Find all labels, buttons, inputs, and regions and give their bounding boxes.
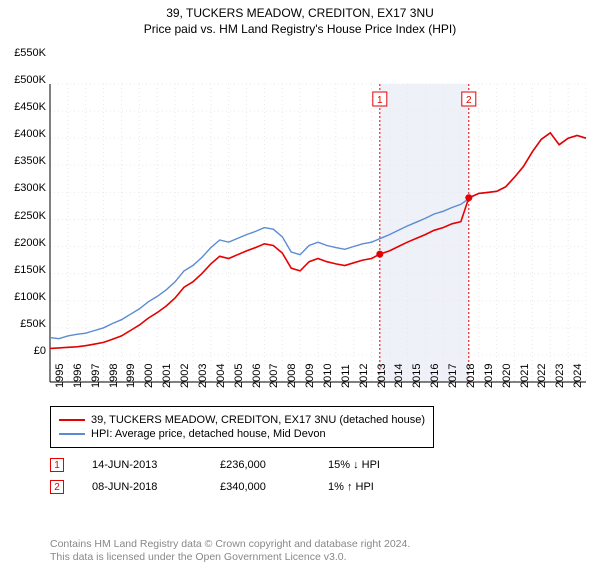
footer-line-2: This data is licensed under the Open Gov… [50,551,347,563]
x-tick-label: 1996 [72,364,84,388]
x-tick-label: 2012 [358,364,370,388]
x-tick-label: 2011 [340,364,352,388]
y-tick-label: £250K [4,210,46,222]
sale-price: £340,000 [220,481,310,493]
y-tick-label: £550K [4,47,46,59]
x-tick-label: 2017 [447,364,459,388]
x-tick-label: 2018 [465,364,477,388]
x-tick-label: 2010 [322,364,334,388]
x-tick-label: 2022 [536,364,548,388]
legend-item: HPI: Average price, detached house, Mid … [59,428,425,440]
footer-line-1: Contains HM Land Registry data © Crown c… [50,538,410,550]
sale-marker-box: 2 [50,480,64,494]
sale-date: 08-JUN-2018 [92,481,202,493]
x-tick-label: 2014 [393,364,405,388]
sale-price: £236,000 [220,459,310,471]
y-tick-label: £500K [4,74,46,86]
sale-delta: 1% ↑ HPI [328,481,374,493]
chart-subtitle: Price paid vs. HM Land Registry's House … [0,22,600,36]
x-tick-label: 2009 [304,364,316,388]
x-tick-label: 2024 [572,364,584,388]
x-tick-label: 2008 [286,364,298,388]
svg-text:2: 2 [466,95,472,106]
x-tick-label: 2005 [233,364,245,388]
x-tick-label: 2003 [197,364,209,388]
sale-delta: 15% ↓ HPI [328,459,380,471]
x-tick-label: 1998 [108,364,120,388]
x-tick-label: 2002 [179,364,191,388]
chart-title: 39, TUCKERS MEADOW, CREDITON, EX17 3NU [0,6,600,20]
sale-row: 1 14-JUN-2013 £236,000 15% ↓ HPI [50,458,380,472]
y-tick-label: £350K [4,155,46,167]
x-tick-label: 2001 [161,364,173,388]
y-tick-label: £200K [4,237,46,249]
y-tick-label: £150K [4,264,46,276]
x-tick-label: 2007 [268,364,280,388]
legend-label: HPI: Average price, detached house, Mid … [91,428,326,440]
sale-row: 2 08-JUN-2018 £340,000 1% ↑ HPI [50,480,374,494]
legend: 39, TUCKERS MEADOW, CREDITON, EX17 3NU (… [50,406,434,448]
x-tick-label: 2020 [501,364,513,388]
x-tick-label: 2006 [251,364,263,388]
legend-swatch [59,419,85,421]
y-tick-label: £450K [4,101,46,113]
y-tick-label: £0 [4,345,46,357]
y-tick-label: £50K [4,318,46,330]
legend-item: 39, TUCKERS MEADOW, CREDITON, EX17 3NU (… [59,414,425,426]
x-tick-label: 1999 [125,364,137,388]
legend-swatch [59,433,85,435]
y-tick-label: £300K [4,182,46,194]
x-tick-label: 2016 [429,364,441,388]
y-tick-label: £100K [4,291,46,303]
x-tick-label: 1997 [90,364,102,388]
x-tick-label: 1995 [54,364,66,388]
x-tick-label: 2021 [519,364,531,388]
svg-text:1: 1 [377,95,383,106]
legend-label: 39, TUCKERS MEADOW, CREDITON, EX17 3NU (… [91,414,425,426]
x-tick-label: 2015 [411,364,423,388]
sale-marker-box: 1 [50,458,64,472]
x-tick-label: 2004 [215,364,227,388]
sale-date: 14-JUN-2013 [92,459,202,471]
y-tick-label: £400K [4,128,46,140]
x-tick-label: 2019 [483,364,495,388]
x-tick-label: 2013 [376,364,388,388]
x-tick-label: 2000 [143,364,155,388]
x-tick-label: 2023 [554,364,566,388]
